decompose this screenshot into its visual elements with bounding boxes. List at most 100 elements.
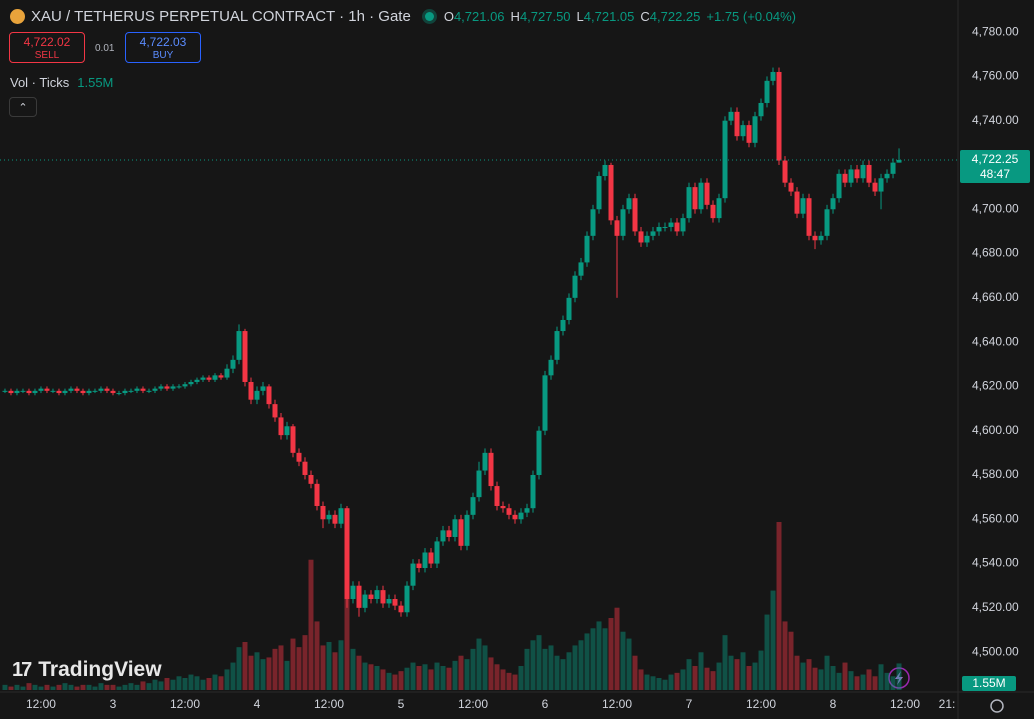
volume-bar [884, 672, 890, 690]
volume-bar [392, 674, 398, 690]
candle-body [782, 160, 788, 183]
candle-body [236, 331, 242, 360]
volume-bar [308, 559, 314, 690]
volume-bar [542, 648, 548, 690]
volume-bar [110, 684, 116, 690]
candle-body [392, 598, 398, 606]
volume-bar [536, 635, 542, 690]
volume-bar [548, 645, 554, 690]
candle-body [764, 80, 770, 103]
ohlc-value: 4,722.25 [649, 8, 701, 24]
x-tick-label: 12:00 [26, 697, 56, 711]
volume-bar [362, 662, 368, 690]
candle-body [506, 508, 512, 515]
settings-icon[interactable] [990, 699, 1004, 713]
volume-bar [80, 684, 86, 690]
candle-body [554, 331, 560, 360]
volume-bar [404, 667, 410, 690]
candle-body [890, 162, 896, 174]
candle-body [374, 590, 380, 599]
volume-bar [116, 686, 122, 690]
candle-body [8, 390, 14, 394]
volume-bar [698, 652, 704, 690]
candle-body [434, 541, 440, 564]
y-tick-label: 4,660.00 [972, 290, 1019, 304]
candle-body [92, 390, 98, 392]
y-tick-label: 4,780.00 [972, 24, 1019, 38]
volume-bar [134, 684, 140, 690]
volume-bar [836, 672, 842, 690]
volume-bar [164, 678, 170, 690]
volume-bar [398, 671, 404, 690]
candle-body [26, 390, 32, 394]
candle-body [428, 552, 434, 564]
volume-bar [272, 648, 278, 690]
volume-bar [494, 664, 500, 690]
volume-bar [146, 683, 152, 690]
collapse-button[interactable]: ⌃ [9, 97, 37, 117]
volume-bar [680, 669, 686, 690]
price-tag: 4,722.25 48:47 [960, 149, 1030, 183]
volume-bar [428, 669, 434, 690]
candle-body [806, 198, 812, 236]
ohlc-item: H4,727.50 [511, 9, 571, 24]
volume-bar [476, 638, 482, 690]
change: +1.75 (+0.04%) [706, 8, 797, 24]
volume-bar [758, 650, 764, 690]
candle-body [326, 514, 332, 520]
volume-bar [560, 659, 566, 690]
x-tick-label: 12:00 [890, 697, 920, 711]
candle-body [410, 563, 416, 586]
volume-bar [290, 638, 296, 690]
candle-body [80, 390, 86, 394]
candle-body [716, 198, 722, 219]
ohlc-value: 4,727.50 [519, 8, 571, 24]
volume-bar [458, 655, 464, 690]
y-tick-label: 4,520.00 [972, 600, 1019, 614]
candle-body [842, 173, 848, 183]
volume-bar [350, 648, 356, 690]
candle-body [170, 386, 176, 389]
volume-bar [254, 652, 260, 690]
lightning-glyph [895, 671, 903, 685]
volume-bar [638, 669, 644, 690]
lightning-icon[interactable] [888, 667, 910, 689]
volume-bar [692, 666, 698, 690]
candle-body [230, 359, 236, 369]
volume-bar [86, 684, 92, 690]
volume-bar [452, 660, 458, 690]
x-tick-label: 21: [939, 697, 956, 711]
volume-bar [686, 659, 692, 690]
volume-bar [488, 657, 494, 690]
volume-bar [344, 590, 350, 690]
candle-body [200, 377, 206, 380]
candle-body [872, 182, 878, 192]
volume-bar [800, 662, 806, 690]
volume-bar [614, 607, 620, 690]
candle-body [278, 417, 284, 436]
volume-bar [20, 686, 26, 690]
volume-bar [14, 684, 20, 690]
candle-body [452, 519, 458, 537]
candle-body [308, 474, 314, 484]
volume-bar [74, 686, 80, 690]
x-tick-label: 12:00 [170, 697, 200, 711]
symbol-title[interactable]: XAU / TETHERUS PERPETUAL CONTRACT · 1h ·… [31, 7, 411, 25]
candle-body [824, 209, 830, 236]
candle-body [338, 508, 344, 524]
buy-label: BUY [152, 50, 174, 61]
candle-body [464, 514, 470, 546]
buy-button[interactable]: 4,722.03 BUY [125, 32, 201, 63]
countdown: 48:47 [979, 166, 1011, 181]
volume-bar [524, 648, 530, 690]
volume-bar [200, 679, 206, 690]
volume-bar [278, 645, 284, 690]
ohlc-value: 4,721.06 [453, 8, 505, 24]
volume-bar [854, 676, 860, 690]
sell-button[interactable]: 4,722.02 SELL [9, 32, 85, 63]
volume-bar [266, 657, 272, 690]
candle-body [212, 375, 218, 380]
volume-bar [740, 652, 746, 690]
volume-bar [674, 672, 680, 690]
candle-body [482, 452, 488, 471]
